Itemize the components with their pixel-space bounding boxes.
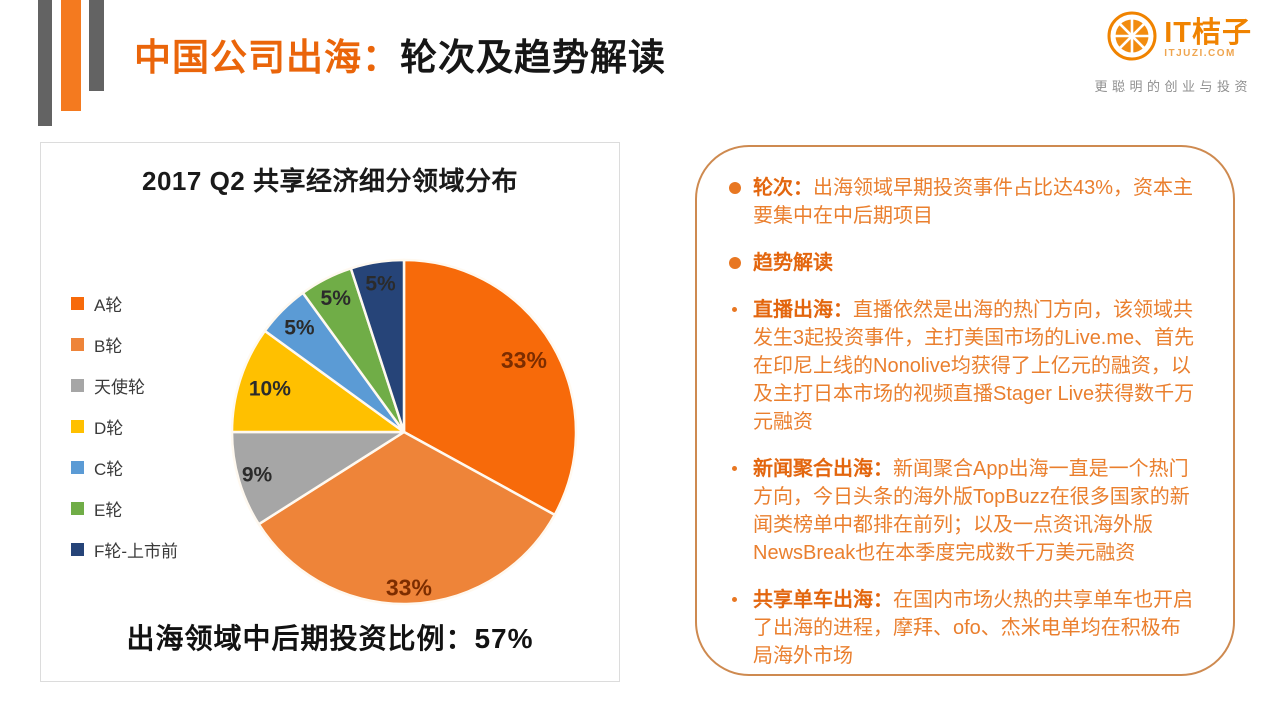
pie-label-E轮: 5% [321, 287, 352, 310]
insight-lead: 轮次： [753, 177, 813, 199]
pie-label-F轮-上市前: 5% [365, 272, 396, 295]
insight-text: 新闻聚合出海：新闻聚合App出海一直是一个热门方向，今日头条的海外版TopBuz… [753, 455, 1199, 567]
bullet-dot-icon [729, 455, 753, 567]
insight-body: 在国内市场火热的共享单车也开启了出海的进程，摩拜、ofo、杰米电单均在积极布局海… [753, 589, 1193, 667]
legend-label: 天使轮 [94, 378, 145, 397]
insight-lead: 趋势解读 [753, 252, 833, 274]
legend-swatch [71, 338, 84, 351]
pie-chart: 33% 33% 9% 10% 5% 5% 5% [230, 258, 578, 606]
page-title: 中国公司出海：轮次及趋势解读 [134, 27, 666, 81]
insight-body: 出海领域早期投资事件占比达43%，资本主要集中在中后期项目 [753, 177, 1194, 227]
insight-text: 趋势解读 [753, 249, 1199, 277]
insight-item-5: 共享单车出海：在国内市场火热的共享单车也开启了出海的进程，摩拜、ofo、杰米电单… [729, 586, 1199, 670]
bullet-dot-icon [729, 586, 753, 670]
insight-item-2: 趋势解读 [729, 249, 1199, 277]
bullet-circle-icon [729, 174, 753, 230]
insight-text: 直播出海：直播依然是出海的热门方向，该领域共发生3起投资事件，主打美国市场的Li… [753, 296, 1199, 436]
legend-swatch [71, 543, 84, 556]
legend-item-F轮-上市前: F轮-上市前 [71, 529, 178, 570]
chart-caption: 出海领域中后期投资比例：57% [126, 623, 534, 654]
insights-list: 轮次：出海领域早期投资事件占比达43%，资本主要集中在中后期项目趋势解读直播出海… [729, 174, 1199, 670]
insight-text: 轮次：出海领域早期投资事件占比达43%，资本主要集中在中后期项目 [753, 174, 1199, 230]
pie-chart-wrap: 33% 33% 9% 10% 5% 5% 5% [224, 252, 584, 612]
legend-item-A轮: A轮 [71, 283, 178, 324]
pie-slice-天使轮 [230, 430, 406, 526]
bullet-circle-icon [729, 249, 753, 277]
insight-item-1: 轮次：出海领域早期投资事件占比达43%，资本主要集中在中后期项目 [729, 174, 1199, 230]
legend-item-天使轮: 天使轮 [71, 365, 178, 406]
legend-swatch [71, 297, 84, 310]
insight-item-4: 新闻聚合出海：新闻聚合App出海一直是一个热门方向，今日头条的海外版TopBuz… [729, 455, 1199, 567]
insight-item-3: 直播出海：直播依然是出海的热门方向，该领域共发生3起投资事件，主打美国市场的Li… [729, 296, 1199, 436]
legend-item-E轮: E轮 [71, 488, 178, 529]
logo-name: IT桔子 [1164, 17, 1252, 49]
legend-swatch [71, 420, 84, 433]
pie-slice-F轮-上市前 [349, 258, 406, 434]
insight-lead: 新闻聚合出海： [753, 458, 893, 480]
chart-card: 2017 Q2 共享经济细分领域分布 A轮 B轮天使轮 D轮 C轮 E轮 F轮-上市前 3… [40, 142, 620, 682]
orange-slice-icon [1106, 10, 1158, 67]
legend-label: F轮-上市前 [94, 542, 179, 561]
legend-item-B轮: B轮 [71, 324, 178, 365]
page-title-orange: 中国公司出海： [134, 37, 400, 78]
pie-legend: A轮 B轮天使轮 D轮 C轮 E轮 F轮-上市前 [71, 283, 178, 570]
insight-lead: 共享单车出海： [753, 589, 893, 611]
pie-label-D轮: 10% [249, 377, 291, 400]
insight-text: 共享单车出海：在国内市场火热的共享单车也开启了出海的进程，摩拜、ofo、杰米电单… [753, 586, 1199, 670]
pie-label-B轮: 33% [386, 574, 432, 600]
insight-body: 新闻聚合App出海一直是一个热门方向，今日头条的海外版TopBuzz在很多国家的… [753, 458, 1190, 564]
chart-title: 2017 Q2 共享经济细分领域分布 [142, 166, 518, 196]
decor-bar-orange [61, 0, 81, 111]
pie-slice-D轮 [230, 329, 406, 434]
logo-tagline: 更聪明的创业与投资 [1094, 79, 1252, 94]
legend-item-C轮: C轮 [71, 447, 178, 488]
legend-swatch [71, 502, 84, 515]
legend-label: A轮 [94, 296, 123, 315]
decor-bar-gray-2 [89, 0, 104, 91]
legend-label: D轮 [94, 419, 124, 438]
legend-label: B轮 [94, 337, 123, 356]
insight-lead: 直播出海： [753, 299, 853, 321]
legend-swatch [71, 461, 84, 474]
pie-label-天使轮: 9% [242, 464, 273, 487]
bullet-dot-icon [729, 296, 753, 436]
pie-slice-A轮 [402, 258, 578, 517]
insight-body: 直播依然是出海的热门方向，该领域共发生3起投资事件，主打美国市场的Live.me… [753, 299, 1195, 433]
pie-label-C轮: 5% [284, 316, 315, 339]
pie-slice-B轮 [257, 430, 556, 606]
logo-domain: ITJUZI.COM [1164, 48, 1236, 59]
pie-label-A轮: 33% [501, 347, 547, 373]
legend-label: C轮 [94, 460, 124, 479]
page-title-black: 轮次及趋势解读 [400, 37, 666, 78]
itjuzi-logo: IT桔子 ITJUZI.COM 更聪明的创业与投资 [1092, 10, 1252, 95]
legend-swatch [71, 379, 84, 392]
legend-label: E轮 [94, 501, 123, 520]
legend-item-D轮: D轮 [71, 406, 178, 447]
decor-bar-gray-1 [38, 0, 52, 126]
insights-panel: 轮次：出海领域早期投资事件占比达43%，资本主要集中在中后期项目趋势解读直播出海… [695, 145, 1235, 676]
